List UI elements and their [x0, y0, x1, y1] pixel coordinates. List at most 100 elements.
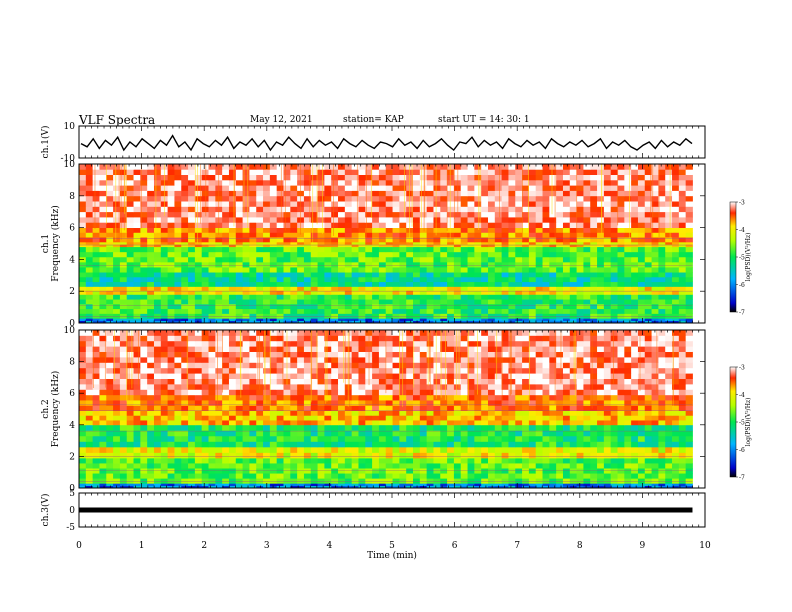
- panel-spec1-cell: [140, 251, 148, 258]
- panel-spec1-cell: [474, 290, 482, 295]
- panel-spec2-cell: [562, 463, 571, 469]
- panel-spec1-cell: [460, 201, 468, 207]
- panel-spec2-cell: [535, 485, 543, 489]
- panel-spec2-cell: [481, 435, 489, 442]
- panel-spec2-cell: [658, 441, 666, 448]
- panel-spec1-cell: [597, 313, 605, 319]
- panel-spec1-cell: [453, 308, 462, 314]
- panel-spec1-cell: [263, 241, 271, 245]
- panel-spec1-cell: [481, 164, 489, 170]
- panel-spec1-cell: [358, 206, 366, 213]
- panel-spec1-cell: [433, 251, 441, 258]
- panel-spec1-cell: [317, 303, 325, 310]
- panel-spec2-cell: [228, 478, 237, 484]
- panel-spec1-cell: [99, 190, 107, 197]
- panel-spec1-cell: [378, 241, 387, 245]
- panel-spec1-cell: [228, 237, 237, 243]
- panel-spec1-cell: [99, 222, 107, 228]
- panel-spec2-cell: [358, 452, 366, 459]
- panel-spec2-cell: [644, 415, 652, 421]
- panel-spec1-cell: [317, 246, 325, 253]
- panel-spec1-cell: [324, 313, 332, 319]
- panel-spec1-cell: [365, 190, 373, 197]
- panel-spec1-cell: [494, 256, 503, 263]
- panel-spec1-cell: [113, 164, 121, 170]
- panel-spec1-cell: [174, 195, 182, 202]
- panel-spec1-cell: [624, 190, 632, 197]
- panel-spec1-cell: [474, 272, 482, 278]
- panel-spec1-cell: [194, 195, 203, 202]
- panel-spec2-cell: [358, 485, 366, 489]
- panel-spec1-cell: [624, 185, 632, 191]
- panel-spec1-ylabel: ch.1Frequency (kHz): [41, 205, 61, 282]
- panel-spec1-cell: [494, 222, 503, 228]
- panel-spec1-cell: [583, 267, 591, 273]
- panel-spec2-cell: [283, 483, 291, 487]
- panel-spec1-cell: [637, 244, 646, 248]
- panel-spec1-cell: [208, 303, 216, 310]
- panel-spec1-cell: [215, 276, 223, 283]
- panel-spec2-cell: [426, 446, 434, 453]
- panel-spec1-cell: [406, 318, 414, 322]
- panel-spec2-cell: [624, 473, 632, 479]
- panel-spec1-cell: [487, 267, 496, 273]
- panel-spec2-cell: [583, 446, 591, 453]
- panel-spec1-cell: [610, 179, 618, 186]
- panel-spec1-cell: [644, 169, 652, 175]
- panel-spec1-cell: [269, 222, 278, 228]
- panel-spec1-cell: [242, 251, 250, 258]
- panel-spec1-cell: [174, 320, 182, 324]
- panel-spec2-cell: [365, 483, 373, 487]
- panel-spec1-cell: [85, 190, 94, 197]
- panel-spec1-cell: [113, 206, 121, 213]
- panel-spec1-cell: [501, 190, 509, 197]
- panel-spec1-cell: [617, 299, 625, 305]
- panel-spec1-cell: [269, 318, 278, 322]
- panel-spec2-cell: [665, 463, 673, 469]
- panel-spec1-cell: [644, 227, 652, 233]
- panel-spec1-cell: [624, 299, 632, 305]
- panel-spec2-cell: [433, 420, 441, 426]
- panel-spec2-cell: [528, 446, 537, 453]
- panel-spec1-cell: [153, 227, 162, 233]
- panel-spec1-cell: [515, 320, 523, 324]
- panel-spec1-cell: [324, 251, 332, 258]
- panel-spec1-cell: [222, 313, 230, 319]
- panel-spec2-cell: [453, 452, 462, 459]
- panel-spec1-cell: [365, 281, 373, 287]
- panel-spec1-cell: [92, 222, 100, 228]
- panel-spec2-cell: [153, 415, 162, 421]
- panel-spec1-cell: [562, 237, 571, 243]
- panel-spec1-cell: [590, 281, 598, 287]
- panel-spec2-cell: [597, 483, 605, 487]
- panel-spec1-cell: [610, 185, 618, 191]
- panel-spec2-cell: [235, 430, 243, 437]
- panel-spec2-cell: [392, 457, 400, 464]
- panel-spec1-cell: [160, 267, 169, 273]
- panel-spec1-cell: [597, 232, 605, 238]
- panel-spec1-cell: [365, 318, 373, 322]
- panel-spec2-cell: [487, 410, 496, 416]
- panel-spec2-cell: [297, 446, 305, 453]
- panel-spec1-cell: [201, 251, 209, 258]
- panel-spec2-cell: [447, 435, 455, 442]
- panel-spec1-cell: [194, 290, 203, 295]
- panel-spec2-cell: [651, 473, 659, 479]
- panel-spec2-cell: [440, 430, 448, 437]
- panel-spec1-cell: [508, 217, 516, 223]
- panel-spec1-cell: [344, 246, 353, 253]
- panel-spec2-cell: [419, 463, 428, 469]
- panel-spec1-cell: [147, 276, 155, 283]
- panel-spec2-cell: [685, 441, 693, 448]
- panel-spec1-cbar-label: log(PSD)(V²/Hz): [745, 233, 752, 282]
- panel-spec1-cell: [140, 303, 148, 310]
- panel-spec1-cell: [590, 169, 598, 175]
- panel-spec1-cell: [222, 227, 230, 233]
- panel-spec1-cell: [419, 201, 428, 207]
- panel-spec2-cell: [297, 452, 305, 459]
- panel-spec1-cell: [242, 290, 250, 295]
- panel-spec1-cell: [276, 251, 284, 258]
- panel-spec1-cell: [624, 164, 632, 170]
- panel-spec1-cell: [467, 251, 475, 258]
- panel-spec1-cell: [413, 251, 421, 258]
